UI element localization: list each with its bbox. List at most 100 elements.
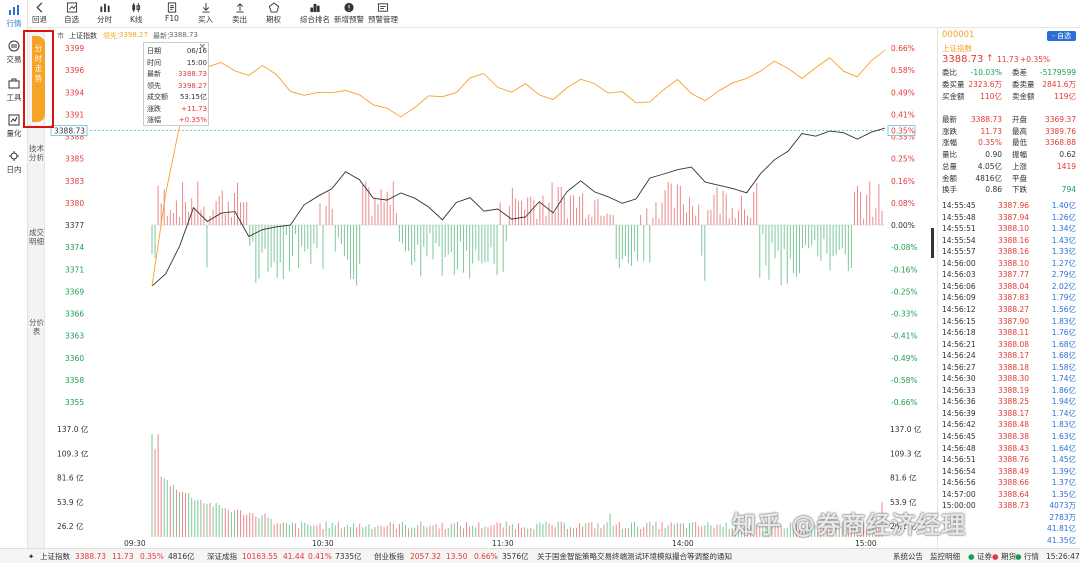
watermark: 知乎 @券商经济经理 bbox=[732, 511, 967, 539]
tick-row: 14:55:51 3388.10 1.34亿 bbox=[942, 223, 1076, 234]
toolbar-buy-button[interactable]: 买入 bbox=[198, 2, 213, 25]
timeshare-chart[interactable]: 3399 0.66% 3396 0.58% 3394 0.49% 3391 0.41% 3388… bbox=[45, 30, 935, 548]
tick-volume: 1.86亿 bbox=[1051, 385, 1076, 395]
tab-trade-detail[interactable]: 成交明细 bbox=[28, 228, 45, 268]
monitor-detail[interactable]: 监控明细 bbox=[930, 552, 960, 561]
tab-price-table[interactable]: 分价表 bbox=[28, 318, 45, 348]
lead-label: 领先： bbox=[103, 32, 124, 40]
watchlist-toggle-button[interactable]: - 自选 bbox=[1047, 31, 1076, 41]
tooltip-row: 日期 06/16 bbox=[147, 46, 207, 57]
tab-technical-analysis[interactable]: 技术分析 bbox=[28, 144, 45, 184]
alert-add-icon bbox=[344, 2, 354, 13]
nav-quant[interactable]: 量化 bbox=[0, 114, 28, 139]
tick-price: 3388.43 bbox=[998, 443, 1030, 453]
price-tick-label: 3383 bbox=[65, 177, 84, 186]
tick-volume: 1.37亿 bbox=[1051, 478, 1076, 488]
nav-tools[interactable]: 工具 bbox=[0, 78, 28, 103]
tick-row: 14:57:00 3388.64 1.35亿 bbox=[942, 489, 1076, 500]
tick-time: 14:56:00 bbox=[942, 258, 976, 268]
tick-volume: 1.74亿 bbox=[1051, 408, 1076, 418]
tab-label: 成交明细 bbox=[29, 228, 44, 246]
tick-time: 14:55:51 bbox=[942, 224, 976, 234]
index3-amount: 3576亿 bbox=[502, 552, 529, 561]
tick-time: 14:56:27 bbox=[942, 362, 976, 372]
toolbar-f10-button[interactable]: F10 bbox=[165, 2, 179, 23]
index3-name[interactable]: 创业板指 bbox=[374, 552, 404, 561]
stat-value: 119亿 bbox=[1054, 92, 1076, 101]
nav-market[interactable]: 行情 bbox=[0, 4, 28, 29]
price-change: 11.73 bbox=[997, 55, 1019, 64]
stat-value: 0.35% bbox=[978, 138, 1002, 148]
tick-volume: 1.33亿 bbox=[1051, 247, 1076, 257]
toolbar-label: 综合排名 bbox=[300, 15, 330, 24]
tick-time: 14:56:54 bbox=[942, 466, 976, 476]
tooltip-row: 领先 3398.27 bbox=[147, 81, 207, 92]
stat-row: 委买量 2323.6万 委卖量 2841.6万 bbox=[942, 79, 1076, 90]
tick-price: 3388.08 bbox=[998, 339, 1030, 349]
toolbar-ranking-button[interactable]: 综合排名 bbox=[300, 2, 330, 25]
tick-row: 41.35亿 bbox=[942, 535, 1076, 546]
toolbar-back-button[interactable]: 回退 bbox=[32, 2, 47, 25]
current-pct-tag bbox=[887, 125, 916, 136]
price-tick-label: 3358 bbox=[65, 376, 84, 385]
volume-tick-label: 53.9 亿 bbox=[57, 497, 84, 507]
toolbar-option-button[interactable]: 期权 bbox=[266, 2, 281, 25]
latest-value: 3388.73 bbox=[169, 31, 198, 39]
tick-volume: 1.39亿 bbox=[1051, 466, 1076, 476]
tick-time: 14:56:42 bbox=[942, 420, 976, 430]
tick-time: 14:56:33 bbox=[942, 385, 976, 395]
f10-icon bbox=[167, 2, 177, 13]
volume-tick-label: 137.0 亿 bbox=[57, 424, 89, 434]
nav-trade[interactable]: 交易 bbox=[0, 40, 28, 65]
tick-volume: 1.45亿 bbox=[1051, 455, 1076, 465]
toolbar-watchlist-button[interactable]: 自选 bbox=[64, 2, 79, 25]
volume-tick-label: 137.0 亿 bbox=[890, 424, 922, 434]
toolbar-kline-button[interactable]: K线 bbox=[130, 2, 142, 25]
toolbar-sell-button[interactable]: 卖出 bbox=[232, 2, 247, 25]
tick-row: 14:56:06 3388.04 2.02亿 bbox=[942, 281, 1076, 292]
kline-icon bbox=[132, 2, 141, 13]
tick-row: 14:56:45 3388.38 1.63亿 bbox=[942, 431, 1076, 442]
tick-time: 14:56:45 bbox=[942, 432, 976, 441]
pct-tick-label: -0.08% bbox=[891, 243, 918, 252]
price-tick-label: 3369 bbox=[65, 287, 84, 296]
tick-price: 3388.49 bbox=[998, 466, 1030, 476]
pin-icon[interactable]: ✦ bbox=[28, 552, 35, 561]
tick-row: 14:56:54 3388.49 1.39亿 bbox=[942, 466, 1076, 477]
toolbar-timeshare-button[interactable]: 分时 bbox=[97, 2, 112, 25]
stat-key: 上涨 bbox=[1012, 161, 1027, 171]
tick-row: 14:56:24 3388.17 1.68亿 bbox=[942, 350, 1076, 361]
current-price-value: 3388.73 bbox=[54, 127, 85, 136]
tick-time: 14:56:24 bbox=[942, 351, 976, 361]
toolbar-alert-manage-button[interactable]: 预警管理 bbox=[368, 2, 398, 25]
latest-label: 最新： bbox=[153, 32, 174, 40]
stat-key: 换手 bbox=[942, 185, 957, 195]
index3-change: 13.50 bbox=[446, 552, 468, 561]
stat-row: 量比 0.90 振幅 0.62 bbox=[942, 149, 1076, 160]
close-icon[interactable]: × bbox=[198, 42, 206, 52]
index2-change: 41.44 bbox=[283, 552, 305, 561]
volume-tick-label: 26.2 亿 bbox=[57, 521, 84, 531]
tick-volume: 41.81亿 bbox=[1047, 524, 1076, 534]
tab-timeshare-trend[interactable]: 分时走势 bbox=[32, 36, 45, 122]
alert-manage-icon bbox=[377, 3, 389, 12]
stat-value: 11.73 bbox=[980, 126, 1002, 136]
index2-price: 10163.55 bbox=[242, 552, 278, 561]
toolbar-label: 预警管理 bbox=[368, 15, 398, 24]
system-notice[interactable]: 系统公告 bbox=[893, 552, 923, 561]
toolbar-alert-add-button[interactable]: 新增预警 bbox=[334, 2, 364, 25]
index2-name[interactable]: 深证成指 bbox=[207, 552, 237, 561]
current-pct-value: 0.35% bbox=[891, 127, 915, 136]
index2-amount: 7335亿 bbox=[335, 552, 362, 561]
index1-name[interactable]: 上证指数 bbox=[40, 552, 70, 561]
tick-time: 14:56:06 bbox=[942, 281, 976, 291]
conn-market: 行情 bbox=[1024, 552, 1039, 561]
tick-price: 3388.76 bbox=[998, 455, 1030, 465]
nav-intraday[interactable]: 日内 bbox=[0, 150, 28, 175]
stat-key: 振幅 bbox=[1012, 150, 1027, 160]
nav-label: 行情 bbox=[6, 19, 22, 28]
nav-label: 工具 bbox=[6, 93, 22, 102]
tick-price: 3388.10 bbox=[998, 258, 1030, 268]
stat-value: 3369.37 bbox=[1044, 115, 1076, 124]
news-ticker[interactable]: 关于国金智能策略交易终端测试环境模拟撮合等调整的通知 bbox=[537, 552, 732, 561]
